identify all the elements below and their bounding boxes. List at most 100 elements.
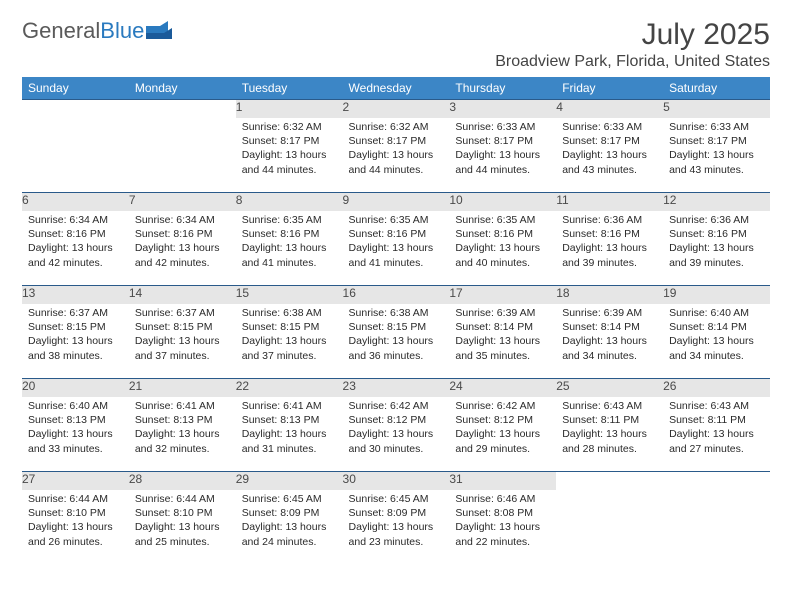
daylight-line: Daylight: 13 hours and 32 minutes.	[135, 427, 230, 455]
day-number-cell: 5	[663, 100, 770, 119]
sunset-line: Sunset: 8:16 PM	[562, 227, 657, 241]
day-number-cell: 4	[556, 100, 663, 119]
sunrise-line: Sunrise: 6:35 AM	[349, 213, 444, 227]
day-number-cell: 19	[663, 286, 770, 305]
col-sunday: Sunday	[22, 77, 129, 100]
day-content-cell	[22, 118, 129, 193]
day-content-cell: Sunrise: 6:40 AMSunset: 8:13 PMDaylight:…	[22, 397, 129, 472]
day-number-cell	[22, 100, 129, 119]
day-content-cell: Sunrise: 6:38 AMSunset: 8:15 PMDaylight:…	[236, 304, 343, 379]
day-content-row: Sunrise: 6:32 AMSunset: 8:17 PMDaylight:…	[22, 118, 770, 193]
day-number-cell: 1	[236, 100, 343, 119]
day-content-cell: Sunrise: 6:43 AMSunset: 8:11 PMDaylight:…	[556, 397, 663, 472]
sunset-line: Sunset: 8:17 PM	[242, 134, 337, 148]
daylight-line: Daylight: 13 hours and 42 minutes.	[28, 241, 123, 269]
sunset-line: Sunset: 8:17 PM	[455, 134, 550, 148]
sunset-line: Sunset: 8:10 PM	[28, 506, 123, 520]
day-content-row: Sunrise: 6:40 AMSunset: 8:13 PMDaylight:…	[22, 397, 770, 472]
daylight-line: Daylight: 13 hours and 29 minutes.	[455, 427, 550, 455]
month-title: July 2025	[495, 18, 770, 51]
sunset-line: Sunset: 8:12 PM	[455, 413, 550, 427]
sunset-line: Sunset: 8:16 PM	[669, 227, 764, 241]
day-number-cell: 25	[556, 379, 663, 398]
daylight-line: Daylight: 13 hours and 44 minutes.	[349, 148, 444, 176]
daylight-line: Daylight: 13 hours and 42 minutes.	[135, 241, 230, 269]
sunset-line: Sunset: 8:16 PM	[135, 227, 230, 241]
day-number-cell: 17	[449, 286, 556, 305]
day-content-cell: Sunrise: 6:42 AMSunset: 8:12 PMDaylight:…	[343, 397, 450, 472]
day-content-cell	[556, 490, 663, 564]
day-number-cell: 20	[22, 379, 129, 398]
day-number-cell: 2	[343, 100, 450, 119]
day-content-cell: Sunrise: 6:36 AMSunset: 8:16 PMDaylight:…	[556, 211, 663, 286]
sunset-line: Sunset: 8:11 PM	[669, 413, 764, 427]
day-content-cell: Sunrise: 6:33 AMSunset: 8:17 PMDaylight:…	[663, 118, 770, 193]
day-number-cell	[663, 472, 770, 491]
day-content-cell: Sunrise: 6:37 AMSunset: 8:15 PMDaylight:…	[129, 304, 236, 379]
sunset-line: Sunset: 8:15 PM	[349, 320, 444, 334]
day-content-row: Sunrise: 6:44 AMSunset: 8:10 PMDaylight:…	[22, 490, 770, 564]
day-content-cell: Sunrise: 6:34 AMSunset: 8:16 PMDaylight:…	[129, 211, 236, 286]
sunrise-line: Sunrise: 6:36 AM	[669, 213, 764, 227]
sunrise-line: Sunrise: 6:34 AM	[28, 213, 123, 227]
daylight-line: Daylight: 13 hours and 39 minutes.	[562, 241, 657, 269]
sunset-line: Sunset: 8:16 PM	[349, 227, 444, 241]
sunset-line: Sunset: 8:13 PM	[28, 413, 123, 427]
daylight-line: Daylight: 13 hours and 30 minutes.	[349, 427, 444, 455]
day-number-cell: 7	[129, 193, 236, 212]
day-content-cell: Sunrise: 6:45 AMSunset: 8:09 PMDaylight:…	[343, 490, 450, 564]
day-content-cell: Sunrise: 6:33 AMSunset: 8:17 PMDaylight:…	[556, 118, 663, 193]
daynum-row: 2728293031	[22, 472, 770, 491]
day-content-row: Sunrise: 6:37 AMSunset: 8:15 PMDaylight:…	[22, 304, 770, 379]
daynum-row: 12345	[22, 100, 770, 119]
sunset-line: Sunset: 8:16 PM	[242, 227, 337, 241]
day-number-cell: 28	[129, 472, 236, 491]
daylight-line: Daylight: 13 hours and 44 minutes.	[242, 148, 337, 176]
sunset-line: Sunset: 8:14 PM	[455, 320, 550, 334]
daylight-line: Daylight: 13 hours and 43 minutes.	[669, 148, 764, 176]
daylight-line: Daylight: 13 hours and 26 minutes.	[28, 520, 123, 548]
daylight-line: Daylight: 13 hours and 22 minutes.	[455, 520, 550, 548]
sunset-line: Sunset: 8:15 PM	[28, 320, 123, 334]
sunrise-line: Sunrise: 6:36 AM	[562, 213, 657, 227]
sunset-line: Sunset: 8:15 PM	[135, 320, 230, 334]
sunrise-line: Sunrise: 6:33 AM	[562, 120, 657, 134]
sunrise-line: Sunrise: 6:38 AM	[349, 306, 444, 320]
sunset-line: Sunset: 8:15 PM	[242, 320, 337, 334]
day-content-cell	[663, 490, 770, 564]
day-content-cell: Sunrise: 6:36 AMSunset: 8:16 PMDaylight:…	[663, 211, 770, 286]
calendar-table: Sunday Monday Tuesday Wednesday Thursday…	[22, 77, 770, 564]
day-content-cell: Sunrise: 6:35 AMSunset: 8:16 PMDaylight:…	[236, 211, 343, 286]
daylight-line: Daylight: 13 hours and 41 minutes.	[242, 241, 337, 269]
sunrise-line: Sunrise: 6:35 AM	[242, 213, 337, 227]
sunrise-line: Sunrise: 6:40 AM	[28, 399, 123, 413]
sunrise-line: Sunrise: 6:45 AM	[349, 492, 444, 506]
day-number-cell: 16	[343, 286, 450, 305]
day-number-cell: 9	[343, 193, 450, 212]
day-content-cell: Sunrise: 6:34 AMSunset: 8:16 PMDaylight:…	[22, 211, 129, 286]
sunset-line: Sunset: 8:16 PM	[455, 227, 550, 241]
sunrise-line: Sunrise: 6:41 AM	[135, 399, 230, 413]
daylight-line: Daylight: 13 hours and 41 minutes.	[349, 241, 444, 269]
daylight-line: Daylight: 13 hours and 35 minutes.	[455, 334, 550, 362]
sunset-line: Sunset: 8:08 PM	[455, 506, 550, 520]
day-number-cell: 24	[449, 379, 556, 398]
sunset-line: Sunset: 8:16 PM	[28, 227, 123, 241]
daylight-line: Daylight: 13 hours and 40 minutes.	[455, 241, 550, 269]
day-content-row: Sunrise: 6:34 AMSunset: 8:16 PMDaylight:…	[22, 211, 770, 286]
sunset-line: Sunset: 8:13 PM	[135, 413, 230, 427]
sunrise-line: Sunrise: 6:46 AM	[455, 492, 550, 506]
day-number-cell: 29	[236, 472, 343, 491]
day-content-cell: Sunrise: 6:37 AMSunset: 8:15 PMDaylight:…	[22, 304, 129, 379]
daylight-line: Daylight: 13 hours and 25 minutes.	[135, 520, 230, 548]
daynum-row: 20212223242526	[22, 379, 770, 398]
calendar-page: GeneralBlue July 2025 Broadview Park, Fl…	[0, 0, 792, 612]
day-content-cell: Sunrise: 6:32 AMSunset: 8:17 PMDaylight:…	[236, 118, 343, 193]
daylight-line: Daylight: 13 hours and 38 minutes.	[28, 334, 123, 362]
sunrise-line: Sunrise: 6:42 AM	[455, 399, 550, 413]
sunrise-line: Sunrise: 6:43 AM	[669, 399, 764, 413]
day-content-cell: Sunrise: 6:46 AMSunset: 8:08 PMDaylight:…	[449, 490, 556, 564]
day-number-cell: 12	[663, 193, 770, 212]
daylight-line: Daylight: 13 hours and 44 minutes.	[455, 148, 550, 176]
daynum-row: 6789101112	[22, 193, 770, 212]
